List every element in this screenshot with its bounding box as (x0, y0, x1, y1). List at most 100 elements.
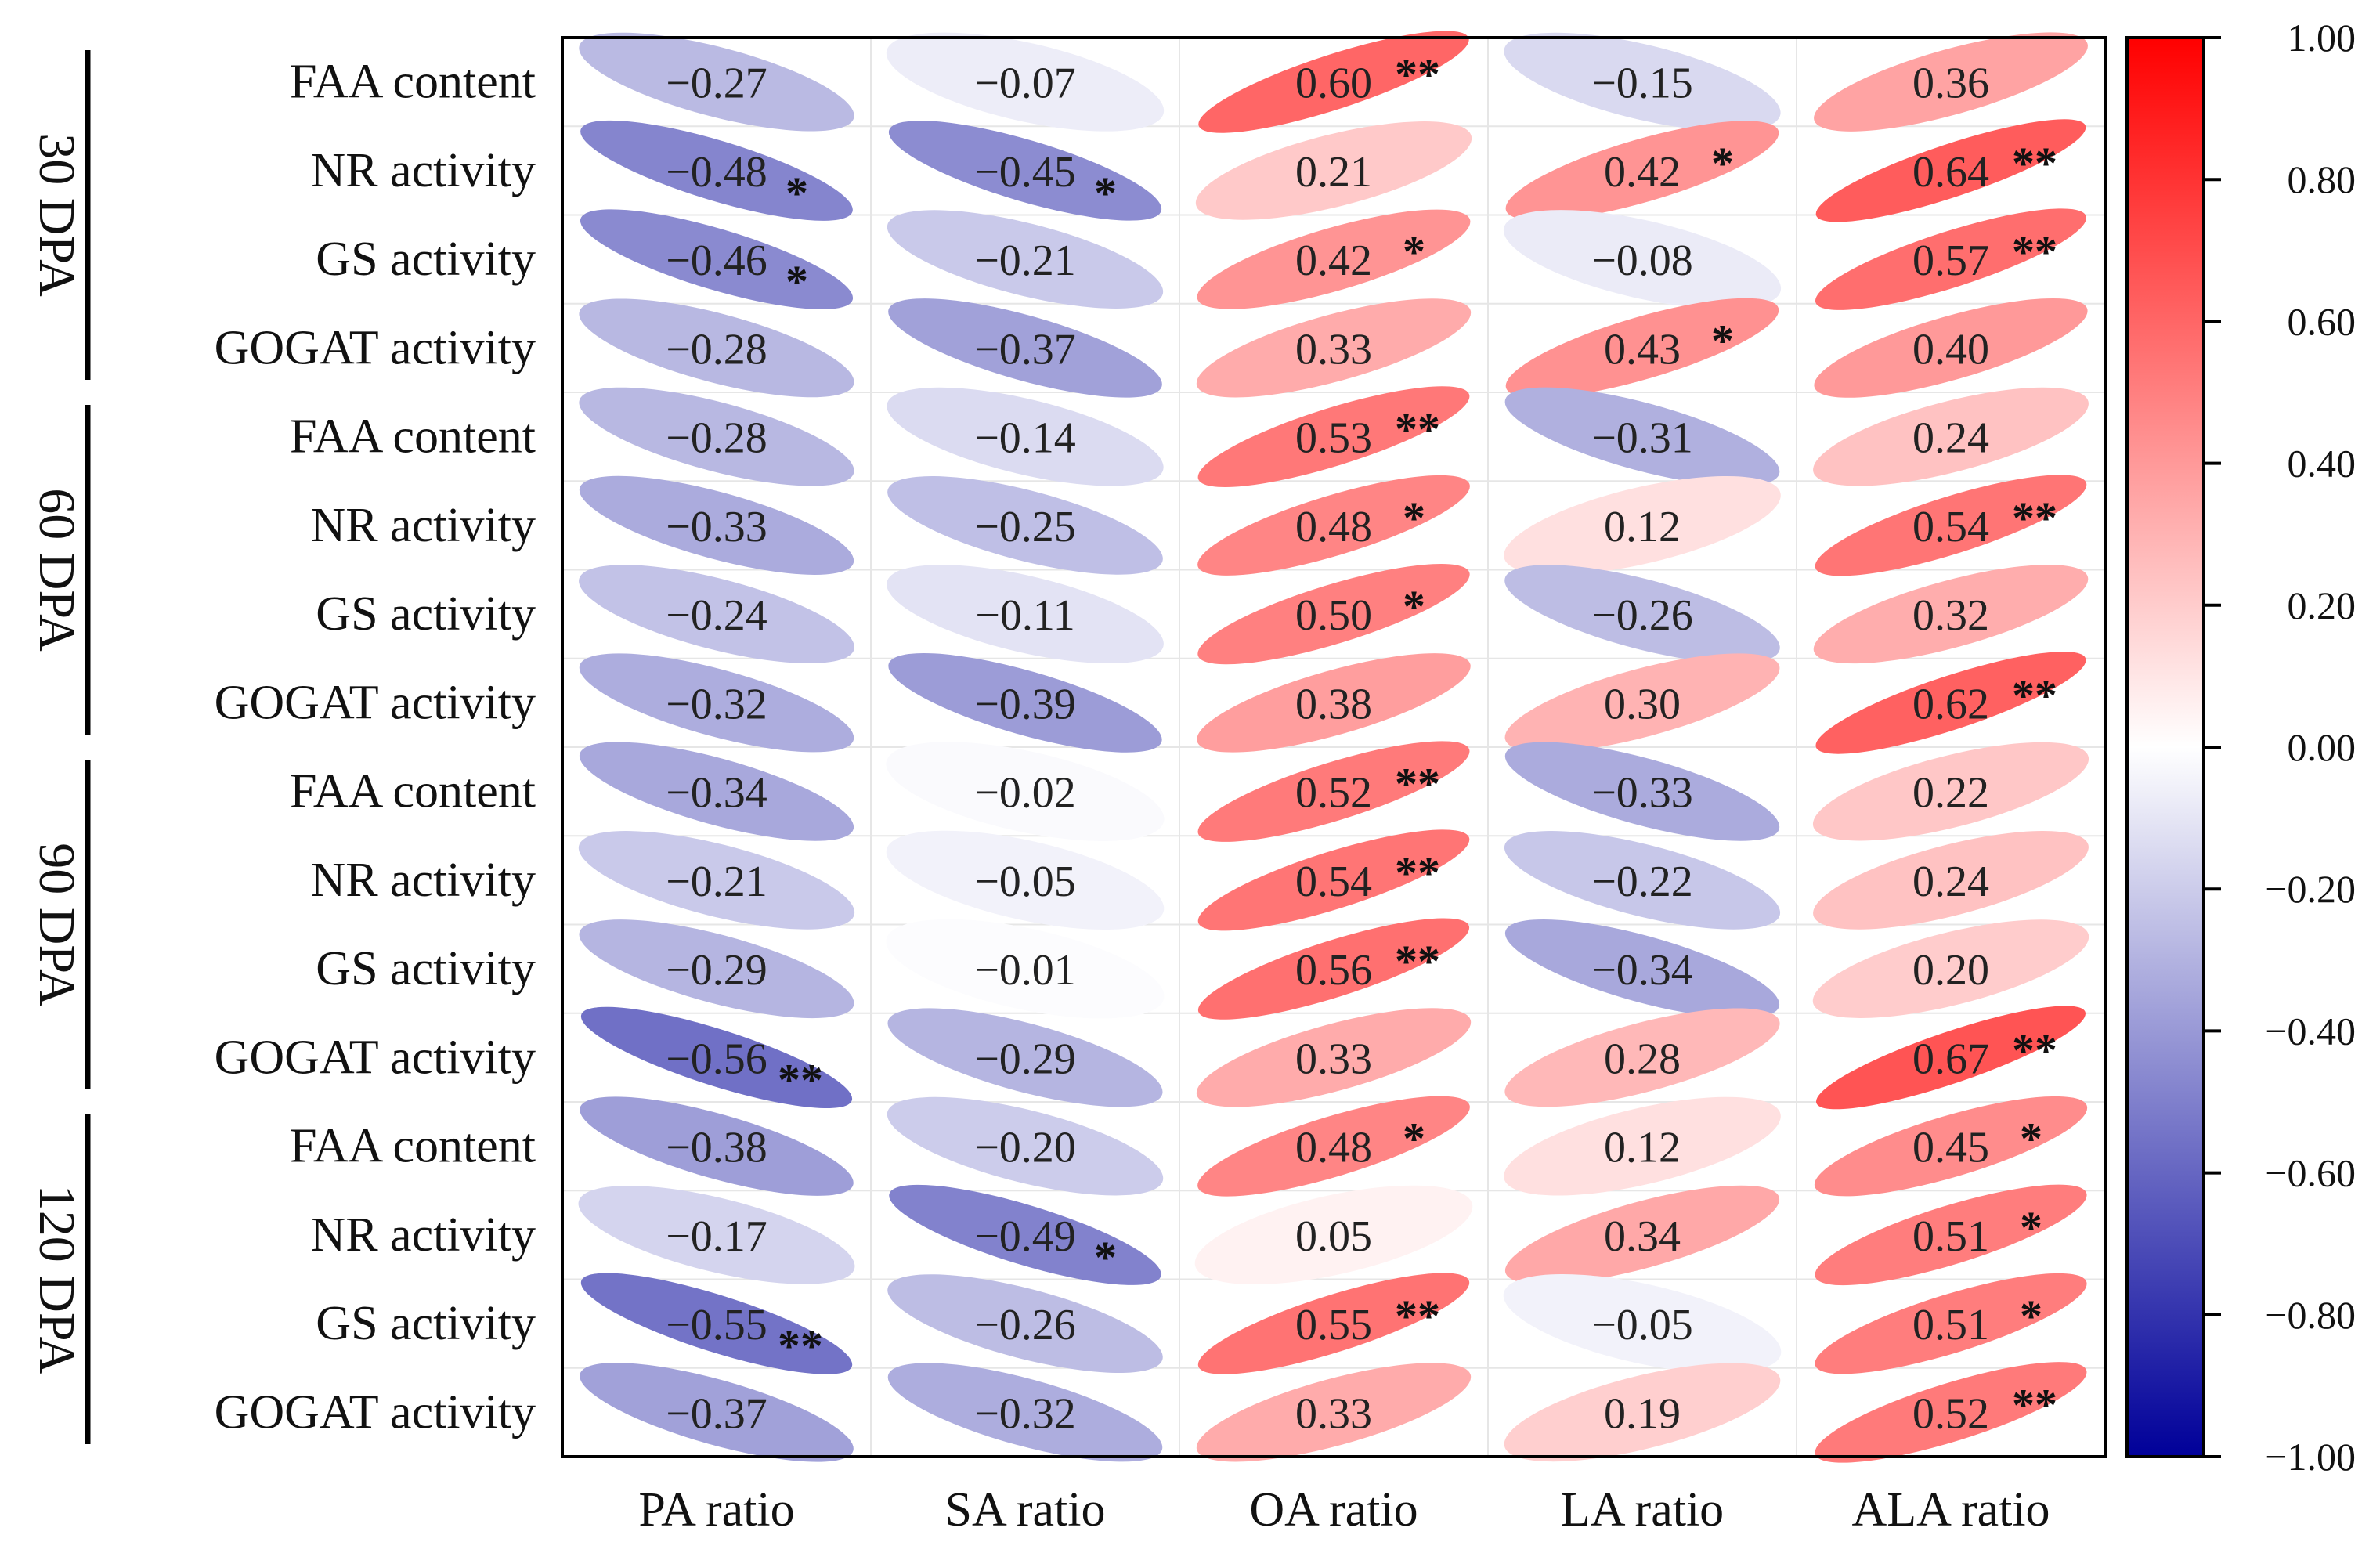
cell-ellipse (1815, 1184, 2087, 1286)
significance-mark: * (786, 256, 808, 307)
cell-value: −0.02 (974, 769, 1076, 818)
cell-ellipse (580, 1363, 854, 1462)
cell-ellipse (886, 919, 1165, 1019)
row-label: NR activity (310, 499, 536, 552)
cell-ellipse (1196, 1363, 1472, 1462)
row-label: FAA content (290, 410, 536, 464)
cell-ellipse (1504, 387, 1780, 486)
cell-value: 0.53 (1295, 414, 1372, 463)
group-label: 60 DPA (28, 488, 85, 652)
cell-ellipse (1814, 32, 2088, 132)
cell-value: −0.11 (975, 591, 1075, 640)
cell-value: −0.26 (1591, 591, 1693, 640)
row-label: NR activity (310, 144, 536, 197)
cell-ellipse (887, 1096, 1164, 1196)
cell-value: 0.34 (1604, 1212, 1681, 1261)
cell-ellipse (1503, 210, 1782, 309)
cell-value: 0.42 (1604, 148, 1681, 197)
colorbar-tick-label: −1.00 (2265, 1435, 2356, 1479)
cell-value: 0.43 (1604, 325, 1681, 374)
cell-ellipse (579, 919, 854, 1019)
cell-value: 0.30 (1604, 680, 1681, 728)
cell-value: 0.55 (1295, 1301, 1372, 1349)
row-label: FAA content (290, 56, 536, 109)
cell-ellipse (1197, 829, 1470, 931)
cell-value: −0.39 (974, 680, 1076, 728)
cell-ellipse (1197, 741, 1470, 842)
cell-value: −0.38 (666, 1124, 767, 1172)
column-label: SA ratio (945, 1483, 1106, 1537)
cell-value: −0.34 (1591, 946, 1693, 995)
cell-ellipse (888, 121, 1162, 221)
cell-ellipse (887, 1363, 1163, 1462)
significance-mark: ** (2012, 138, 2057, 189)
cell-value: 0.57 (1912, 237, 1989, 285)
cell-ellipse (1504, 831, 1781, 930)
cell-ellipse (1815, 208, 2087, 310)
cell-value: −0.14 (974, 414, 1076, 463)
cell-value: −0.20 (974, 1124, 1076, 1172)
cell-ellipse (1197, 1096, 1470, 1197)
row-label: NR activity (310, 1208, 536, 1262)
cell-value: 0.50 (1295, 591, 1372, 640)
cell-ellipse (1505, 298, 1779, 398)
colorbar-tick-label: −0.20 (2265, 867, 2356, 911)
colorbar-tick-label: 0.20 (2288, 583, 2357, 627)
cell-value: −0.45 (974, 148, 1076, 197)
cell-value: 0.52 (1295, 769, 1372, 818)
cell-value: −0.07 (974, 60, 1076, 108)
cell-value: 0.22 (1912, 769, 1989, 818)
cell-ellipse (579, 565, 854, 663)
cell-value: −0.01 (974, 946, 1076, 995)
cell-ellipse (887, 1008, 1163, 1107)
cell-ellipse (1504, 742, 1780, 841)
colorbar-tick-label: 0.60 (2288, 299, 2357, 343)
cell-value: 0.12 (1604, 1124, 1681, 1172)
cell-value: −0.26 (974, 1301, 1076, 1349)
cell-value: 0.33 (1295, 1035, 1372, 1083)
row-label: FAA content (290, 1120, 536, 1173)
cell-value: 0.56 (1295, 946, 1372, 995)
significance-mark: * (1094, 168, 1117, 219)
significance-mark: * (2020, 1291, 2042, 1342)
cell-ellipse (1197, 918, 1470, 1020)
cell-ellipse (1504, 1008, 1780, 1107)
row-label: GOGAT activity (215, 1031, 536, 1084)
cell-value: 0.33 (1295, 1389, 1372, 1438)
cell-ellipse (579, 298, 854, 398)
cell-ellipse (579, 475, 854, 575)
cell-value: 0.62 (1912, 680, 1989, 728)
cell-ellipse (1812, 919, 2089, 1018)
cell-ellipse (888, 653, 1162, 753)
column-label: ALA ratio (1851, 1483, 2050, 1537)
cell-ellipse (1197, 1273, 1470, 1374)
colorbar-tick-label: −0.40 (2265, 1009, 2356, 1053)
cell-value: 0.32 (1912, 591, 1989, 640)
colorbar-tick-label: −0.80 (2265, 1293, 2356, 1337)
cell-value: −0.25 (974, 503, 1076, 551)
cell-ellipse (889, 1184, 1161, 1285)
cell-ellipse (887, 387, 1164, 486)
cell-ellipse (1197, 653, 1471, 753)
cell-ellipse (1815, 652, 2086, 754)
cell-ellipse (579, 32, 854, 132)
cell-value: 0.64 (1912, 148, 1989, 197)
cell-ellipse (886, 32, 1165, 132)
cell-value: 0.60 (1295, 60, 1372, 108)
cell-ellipse (1504, 1185, 1780, 1284)
cell-ellipse (1813, 387, 2089, 486)
significance-mark: ** (778, 1054, 823, 1105)
cell-ellipse (886, 742, 1165, 841)
significance-mark: * (1403, 493, 1425, 544)
cell-ellipse (1197, 563, 1470, 665)
cell-ellipse (888, 298, 1162, 398)
cell-ellipse (1815, 475, 2087, 576)
cell-value: −0.33 (1591, 769, 1693, 818)
colorbar-tick-label: 0.40 (2288, 442, 2357, 486)
cell-value: −0.31 (1591, 414, 1693, 463)
cell-ellipse (1813, 565, 2089, 664)
cell-value: −0.56 (666, 1035, 767, 1083)
cell-value: 0.48 (1295, 1124, 1372, 1172)
cell-ellipse (1504, 1096, 1781, 1196)
cell-value: −0.22 (1591, 858, 1693, 906)
